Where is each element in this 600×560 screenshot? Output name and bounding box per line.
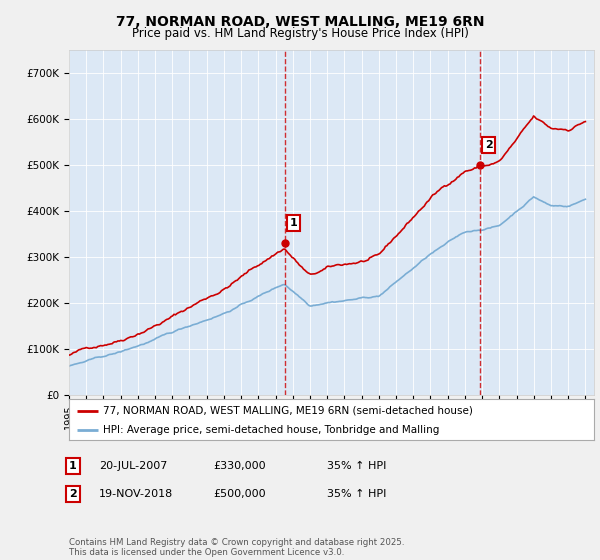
Text: Price paid vs. HM Land Registry's House Price Index (HPI): Price paid vs. HM Land Registry's House … [131,27,469,40]
Text: 1: 1 [69,461,77,471]
Text: 2: 2 [485,140,493,150]
Text: 20-JUL-2007: 20-JUL-2007 [99,461,167,471]
Text: 77, NORMAN ROAD, WEST MALLING, ME19 6RN (semi-detached house): 77, NORMAN ROAD, WEST MALLING, ME19 6RN … [103,405,473,416]
Text: 1: 1 [289,218,297,228]
Text: 35% ↑ HPI: 35% ↑ HPI [327,489,386,499]
Text: 77, NORMAN ROAD, WEST MALLING, ME19 6RN: 77, NORMAN ROAD, WEST MALLING, ME19 6RN [116,15,484,29]
Text: 2: 2 [69,489,77,499]
Text: £500,000: £500,000 [213,489,266,499]
Text: HPI: Average price, semi-detached house, Tonbridge and Malling: HPI: Average price, semi-detached house,… [103,424,439,435]
Text: Contains HM Land Registry data © Crown copyright and database right 2025.
This d: Contains HM Land Registry data © Crown c… [69,538,404,557]
Text: 35% ↑ HPI: 35% ↑ HPI [327,461,386,471]
Text: £330,000: £330,000 [213,461,266,471]
Text: 19-NOV-2018: 19-NOV-2018 [99,489,173,499]
